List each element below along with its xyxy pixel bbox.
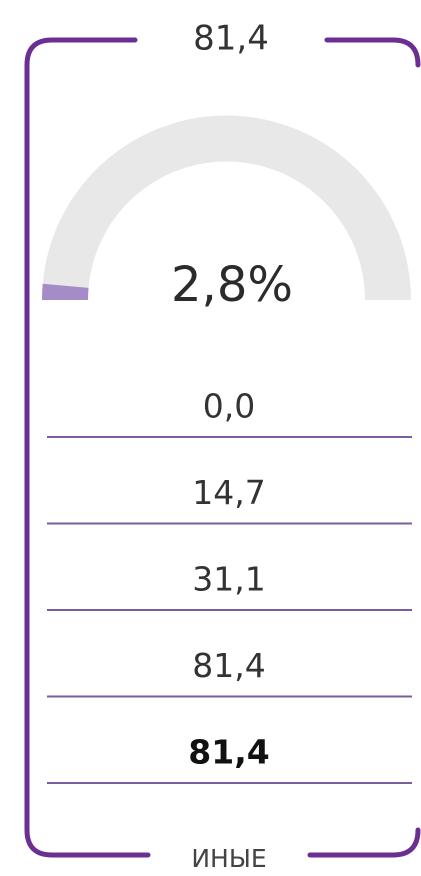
row-value: 0,0	[203, 387, 255, 426]
frame-bottom-right	[307, 827, 421, 858]
gauge-fill	[42, 283, 89, 300]
row-value: 81,4	[192, 646, 265, 685]
rows: 0,0 14,7 31,1 81,4 81,4	[47, 387, 412, 784]
footer: ИНЫЕ	[191, 844, 266, 873]
frame-left	[24, 37, 151, 858]
header-value: 81,4	[193, 19, 269, 59]
frame	[24, 37, 421, 858]
gauge-label: 2,8%	[171, 257, 293, 313]
gauge-track	[42, 115, 411, 300]
row-value: 14,7	[192, 473, 265, 512]
row-value: 31,1	[192, 560, 265, 599]
row-value: 81,4	[188, 733, 269, 772]
frame-top-right	[324, 37, 421, 68]
